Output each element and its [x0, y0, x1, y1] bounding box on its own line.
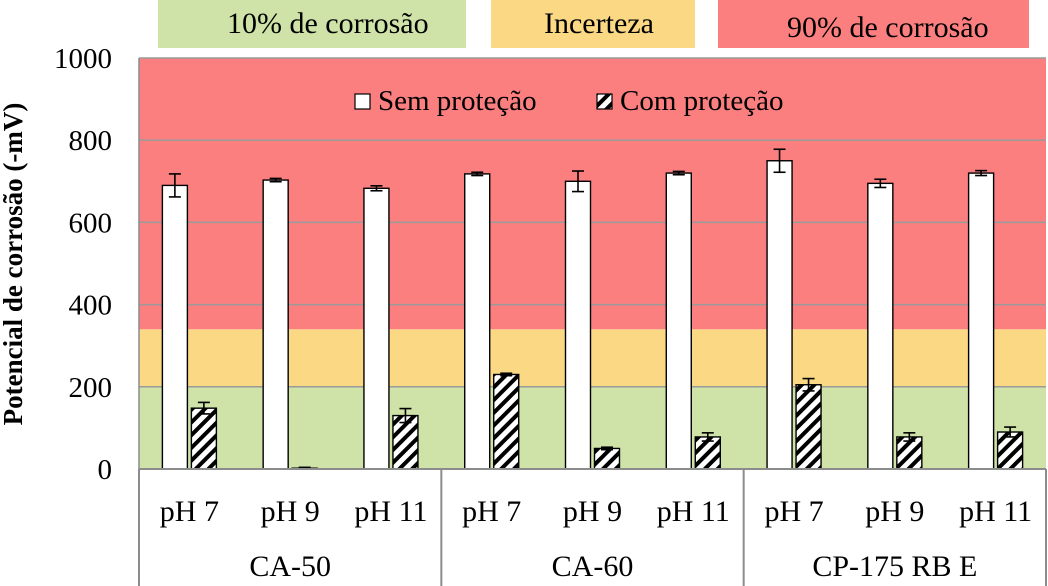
legend-swatch-sem-protecao — [354, 93, 371, 110]
bars — [161, 148, 1024, 470]
y-tick-label: 800 — [69, 125, 113, 157]
x-tick-label: pH 11 — [959, 495, 1032, 528]
bar-com-protecao — [593, 447, 621, 470]
region-legend-label-mid: Incerteza — [544, 7, 654, 40]
y-tick-label: 400 — [69, 290, 113, 322]
region-legend-label-low: 10% de corrosão — [227, 7, 429, 40]
bar-sem-protecao — [665, 172, 692, 470]
legend-label-sem-protecao: Sem proteção — [378, 85, 537, 117]
y-tick-label: 200 — [69, 372, 113, 404]
corrosion-bands — [139, 58, 1046, 469]
region-legend-swatch-low — [158, 0, 466, 48]
bar-sem-protecao — [161, 184, 189, 470]
bar-sem-protecao — [363, 187, 390, 470]
y-tick-label: 0 — [98, 454, 113, 486]
group-label: CP-175 RB E — [812, 550, 977, 583]
region-legend: 10% de corrosão Incerteza 90% de corrosã… — [158, 0, 1029, 48]
x-tick-label: pH 7 — [160, 495, 219, 528]
y-tick-label: 1000 — [54, 43, 112, 75]
legend-swatch-com-protecao — [596, 93, 613, 110]
y-axis-ticks: 0 200 400 600 800 1000 — [54, 43, 112, 486]
bar-sem-protecao — [464, 173, 491, 470]
group-label: CA-50 — [249, 550, 331, 583]
region-legend-label-high: 90% de corrosão — [787, 11, 989, 44]
region-legend-swatch-high — [718, 0, 1029, 48]
region-legend-swatch-mid — [491, 0, 695, 48]
x-tick-label: pH 11 — [354, 495, 427, 528]
y-axis-label: Potencial de corrosão (-mV) — [0, 103, 28, 426]
bar-sem-protecao — [867, 182, 894, 470]
bar-com-protecao — [190, 407, 218, 470]
band-2 — [139, 58, 1046, 330]
x-tick-label: pH 9 — [261, 495, 320, 528]
group-label: CA-60 — [552, 550, 634, 583]
x-tick-label: pH 11 — [657, 495, 730, 528]
x-tick-label: pH 9 — [563, 495, 622, 528]
legend-label-com-protecao: Com proteção — [620, 85, 783, 117]
bar-com-protecao — [694, 436, 721, 470]
bar-com-protecao — [795, 384, 822, 470]
series-legend: Sem proteção Com proteção — [354, 85, 783, 117]
bar-com-protecao — [493, 373, 520, 470]
band-0 — [139, 386, 1046, 469]
bar-sem-protecao — [967, 172, 995, 470]
bar-sem-protecao — [564, 180, 592, 470]
x-tick-label: pH 7 — [462, 495, 521, 528]
category-axis: pH 7 pH 9 pH 11 CA-50 pH 7 pH 9 pH 11 CA-60 pH 7… — [138, 58, 1047, 586]
bar-sem-protecao — [262, 179, 289, 470]
y-tick-label: 600 — [69, 207, 113, 239]
bar-sem-protecao — [766, 160, 793, 470]
x-tick-label: pH 7 — [764, 495, 823, 528]
x-tick-label: pH 9 — [865, 495, 924, 528]
bar-com-protecao — [392, 414, 419, 470]
band-1 — [139, 329, 1046, 387]
